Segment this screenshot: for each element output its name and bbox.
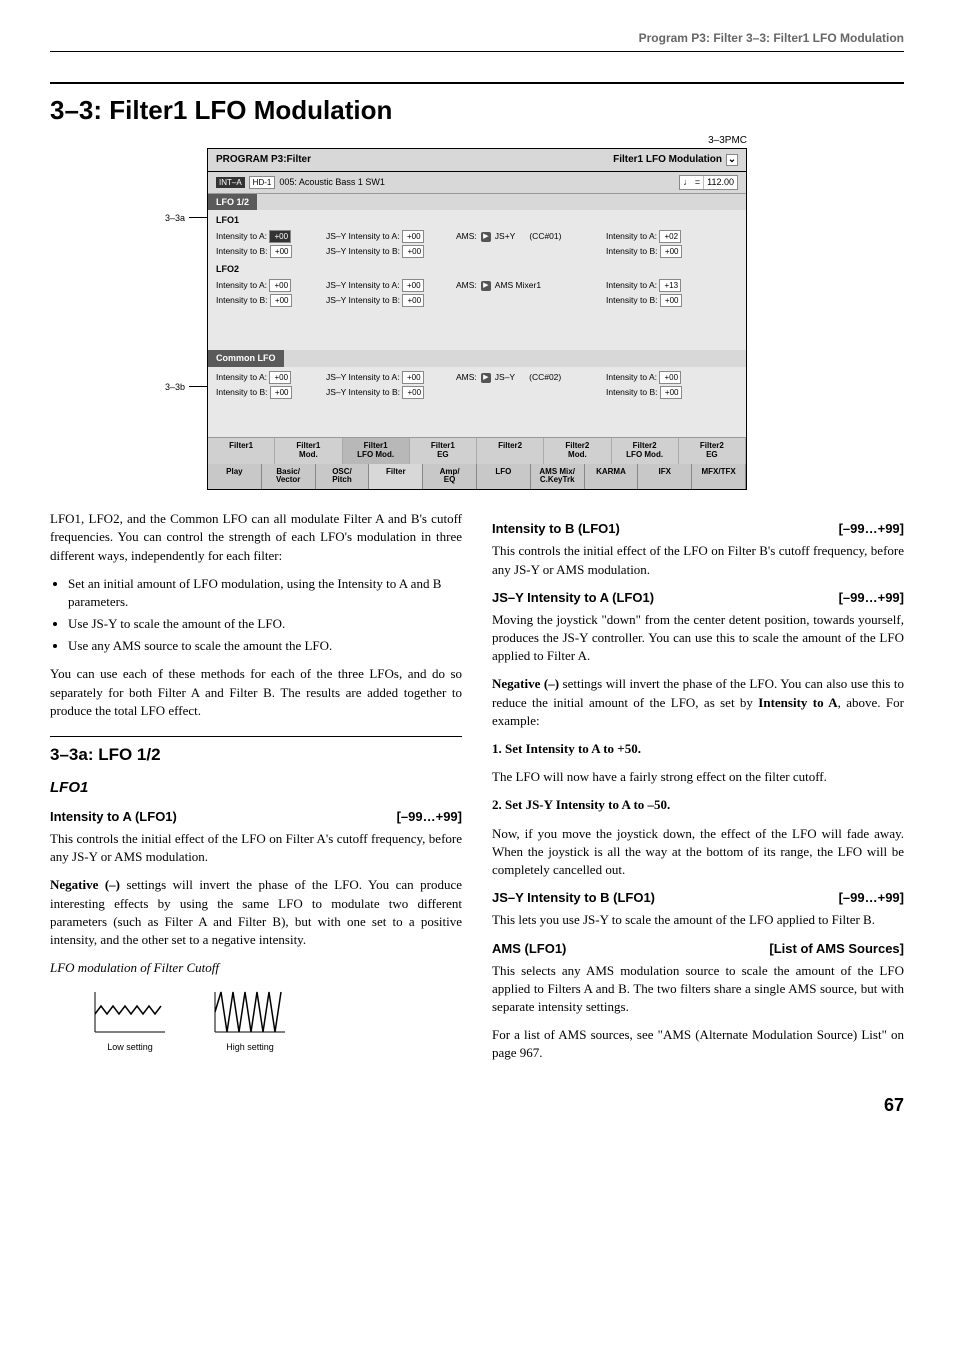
annotation-line xyxy=(189,217,207,218)
ams-select-icon[interactable]: ▶ xyxy=(481,281,491,291)
bank-badge: INT–A xyxy=(216,177,245,188)
figure-caption: LFO modulation of Filter Cutoff xyxy=(50,959,462,977)
hd-box: HD-1 xyxy=(249,176,276,189)
page-number: 67 xyxy=(50,1093,904,1118)
step2: 2. Set JS-Y Intensity to A to –50. xyxy=(492,796,904,814)
lfo1-jsy-a[interactable]: +00 xyxy=(402,230,424,243)
step2-text: Now, if you move the joystick down, the … xyxy=(492,825,904,880)
filter-tab[interactable]: Filter1Mod. xyxy=(275,438,342,464)
filter-tab[interactable]: Filter1EG xyxy=(410,438,477,464)
page-header: Program P3: Filter 3–3: Filter1 LFO Modu… xyxy=(50,30,904,52)
section-lfo12: LFO 1/2 xyxy=(208,194,257,211)
title-left: PROGRAM P3:Filter xyxy=(216,153,311,167)
page-tab[interactable]: Filter xyxy=(369,464,423,490)
bullet-item: Use JS-Y to scale the amount of the LFO. xyxy=(68,615,462,633)
page-tab[interactable]: LFO xyxy=(477,464,531,490)
section-common-lfo: Common LFO xyxy=(208,350,284,367)
cmn-int-b[interactable]: +00 xyxy=(270,386,292,399)
lfo1-int-b[interactable]: +00 xyxy=(270,245,292,258)
annotation-line xyxy=(189,386,207,387)
lfo2-ams-int-b[interactable]: +00 xyxy=(660,294,682,307)
annotation-3-3a: 3–3a xyxy=(165,212,185,225)
lfo2-int-a[interactable]: +00 xyxy=(269,279,291,292)
menu-button[interactable]: ⌄ xyxy=(726,154,738,166)
pmc-label: 3–3PMC xyxy=(708,134,747,148)
filter-tab[interactable]: Filter2 xyxy=(477,438,544,464)
lfo2-jsy-a[interactable]: +00 xyxy=(402,279,424,292)
page-tab[interactable]: MFX/TFX xyxy=(692,464,746,490)
intro2-text: You can use each of these methods for ea… xyxy=(50,665,462,720)
ams-select-icon[interactable]: ▶ xyxy=(481,373,491,383)
p3-neg: Negative (–) settings will invert the ph… xyxy=(492,675,904,730)
p3-text: Moving the joystick "down" from the cent… xyxy=(492,611,904,666)
step1: 1. Set Intensity to A to +50. xyxy=(492,740,904,758)
param-jsy-b: JS–Y Intensity to B (LFO1)[–99…+99] xyxy=(492,889,904,907)
lfo2-int-b[interactable]: +00 xyxy=(270,294,292,307)
p1-text: This controls the initial effect of the … xyxy=(50,830,462,866)
right-column: Intensity to B (LFO1)[–99…+99] This cont… xyxy=(492,510,904,1073)
p5-text: This selects any AMS modulation source t… xyxy=(492,962,904,1017)
step1-text: The LFO will now have a fairly strong ef… xyxy=(492,768,904,786)
lfo2-jsy-b[interactable]: +00 xyxy=(402,294,424,307)
lfo1-ams-int-b[interactable]: +00 xyxy=(660,245,682,258)
screen-titlebar: PROGRAM P3:Filter Filter1 LFO Modulation… xyxy=(208,149,746,172)
p2-text: This controls the initial effect of the … xyxy=(492,542,904,578)
page-tab[interactable]: Play xyxy=(208,464,262,490)
lfo1-int-a[interactable]: +00 xyxy=(269,230,291,243)
p4-text: This lets you use JS-Y to scale the amou… xyxy=(492,911,904,929)
param-intensity-a: Intensity to A (LFO1)[–99…+99] xyxy=(50,808,462,826)
wave-diagrams: Low setting High setting xyxy=(90,987,462,1054)
page-tab[interactable]: KARMA xyxy=(585,464,639,490)
page-title: 3–3: Filter1 LFO Modulation xyxy=(50,82,904,128)
synth-screenshot: 3–3PMC 3–3a 3–3b PROGRAM P3:Filter Filte… xyxy=(207,148,747,490)
p5-text2: For a list of AMS sources, see "AMS (Alt… xyxy=(492,1026,904,1062)
page-tab[interactable]: Amp/EQ xyxy=(423,464,477,490)
program-bar: INT–A HD-1 005: Acoustic Bass 1 SW1 ♩ = … xyxy=(208,172,746,194)
filter-tab[interactable]: Filter1 xyxy=(208,438,275,464)
page-tab[interactable]: IFX xyxy=(638,464,692,490)
left-column: LFO1, LFO2, and the Common LFO can all m… xyxy=(50,510,462,1073)
filter-tab[interactable]: Filter2Mod. xyxy=(544,438,611,464)
param-jsy-a: JS–Y Intensity to A (LFO1)[–99…+99] xyxy=(492,589,904,607)
cmn-ams-int-b[interactable]: +00 xyxy=(660,386,682,399)
annotation-3-3b: 3–3b xyxy=(165,381,185,394)
tempo-box[interactable]: ♩ = 112.00 xyxy=(679,175,738,190)
p1-neg: Negative (–) settings will invert the ph… xyxy=(50,876,462,949)
bullet-item: Set an initial amount of LFO modulation,… xyxy=(68,575,462,611)
filter-tabs: Filter1Filter1Mod.Filter1LFO Mod.Filter1… xyxy=(208,437,746,464)
cmn-int-a[interactable]: +00 xyxy=(269,371,291,384)
ams-select-icon[interactable]: ▶ xyxy=(481,232,491,242)
section-heading: 3–3a: LFO 1/2 xyxy=(50,736,462,767)
cmn-ams-int-a[interactable]: +00 xyxy=(659,371,681,384)
bullet-list: Set an initial amount of LFO modulation,… xyxy=(68,575,462,656)
param-intensity-b: Intensity to B (LFO1)[–99…+99] xyxy=(492,520,904,538)
wave-low-icon xyxy=(90,987,170,1037)
program-name: 005: Acoustic Bass 1 SW1 xyxy=(279,176,385,189)
page-tabs: PlayBasic/VectorOSC/PitchFilterAmp/EQLFO… xyxy=(208,464,746,490)
lfo1-heading: LFO1 xyxy=(50,777,462,798)
cmn-jsy-a[interactable]: +00 xyxy=(402,371,424,384)
filter-tab[interactable]: Filter1LFO Mod. xyxy=(343,438,410,464)
filter-tab[interactable]: Filter2LFO Mod. xyxy=(612,438,679,464)
lfo1-label: LFO1 xyxy=(216,210,738,229)
page-tab[interactable]: OSC/Pitch xyxy=(316,464,370,490)
param-ams: AMS (LFO1)[List of AMS Sources] xyxy=(492,940,904,958)
lfo1-jsy-b[interactable]: +00 xyxy=(402,245,424,258)
lfo2-ams-int-a[interactable]: +13 xyxy=(659,279,681,292)
wave-high-icon xyxy=(210,987,290,1037)
page-tab[interactable]: Basic/Vector xyxy=(262,464,316,490)
title-right: Filter1 LFO Modulation xyxy=(613,153,722,167)
intro-text: LFO1, LFO2, and the Common LFO can all m… xyxy=(50,510,462,565)
filter-tab[interactable]: Filter2EG xyxy=(679,438,746,464)
lfo1-ams-int-a[interactable]: +02 xyxy=(659,230,681,243)
page-tab[interactable]: AMS Mix/C.KeyTrk xyxy=(531,464,585,490)
cmn-jsy-b[interactable]: +00 xyxy=(402,386,424,399)
lfo2-label: LFO2 xyxy=(216,259,738,278)
bullet-item: Use any AMS source to scale the amount t… xyxy=(68,637,462,655)
